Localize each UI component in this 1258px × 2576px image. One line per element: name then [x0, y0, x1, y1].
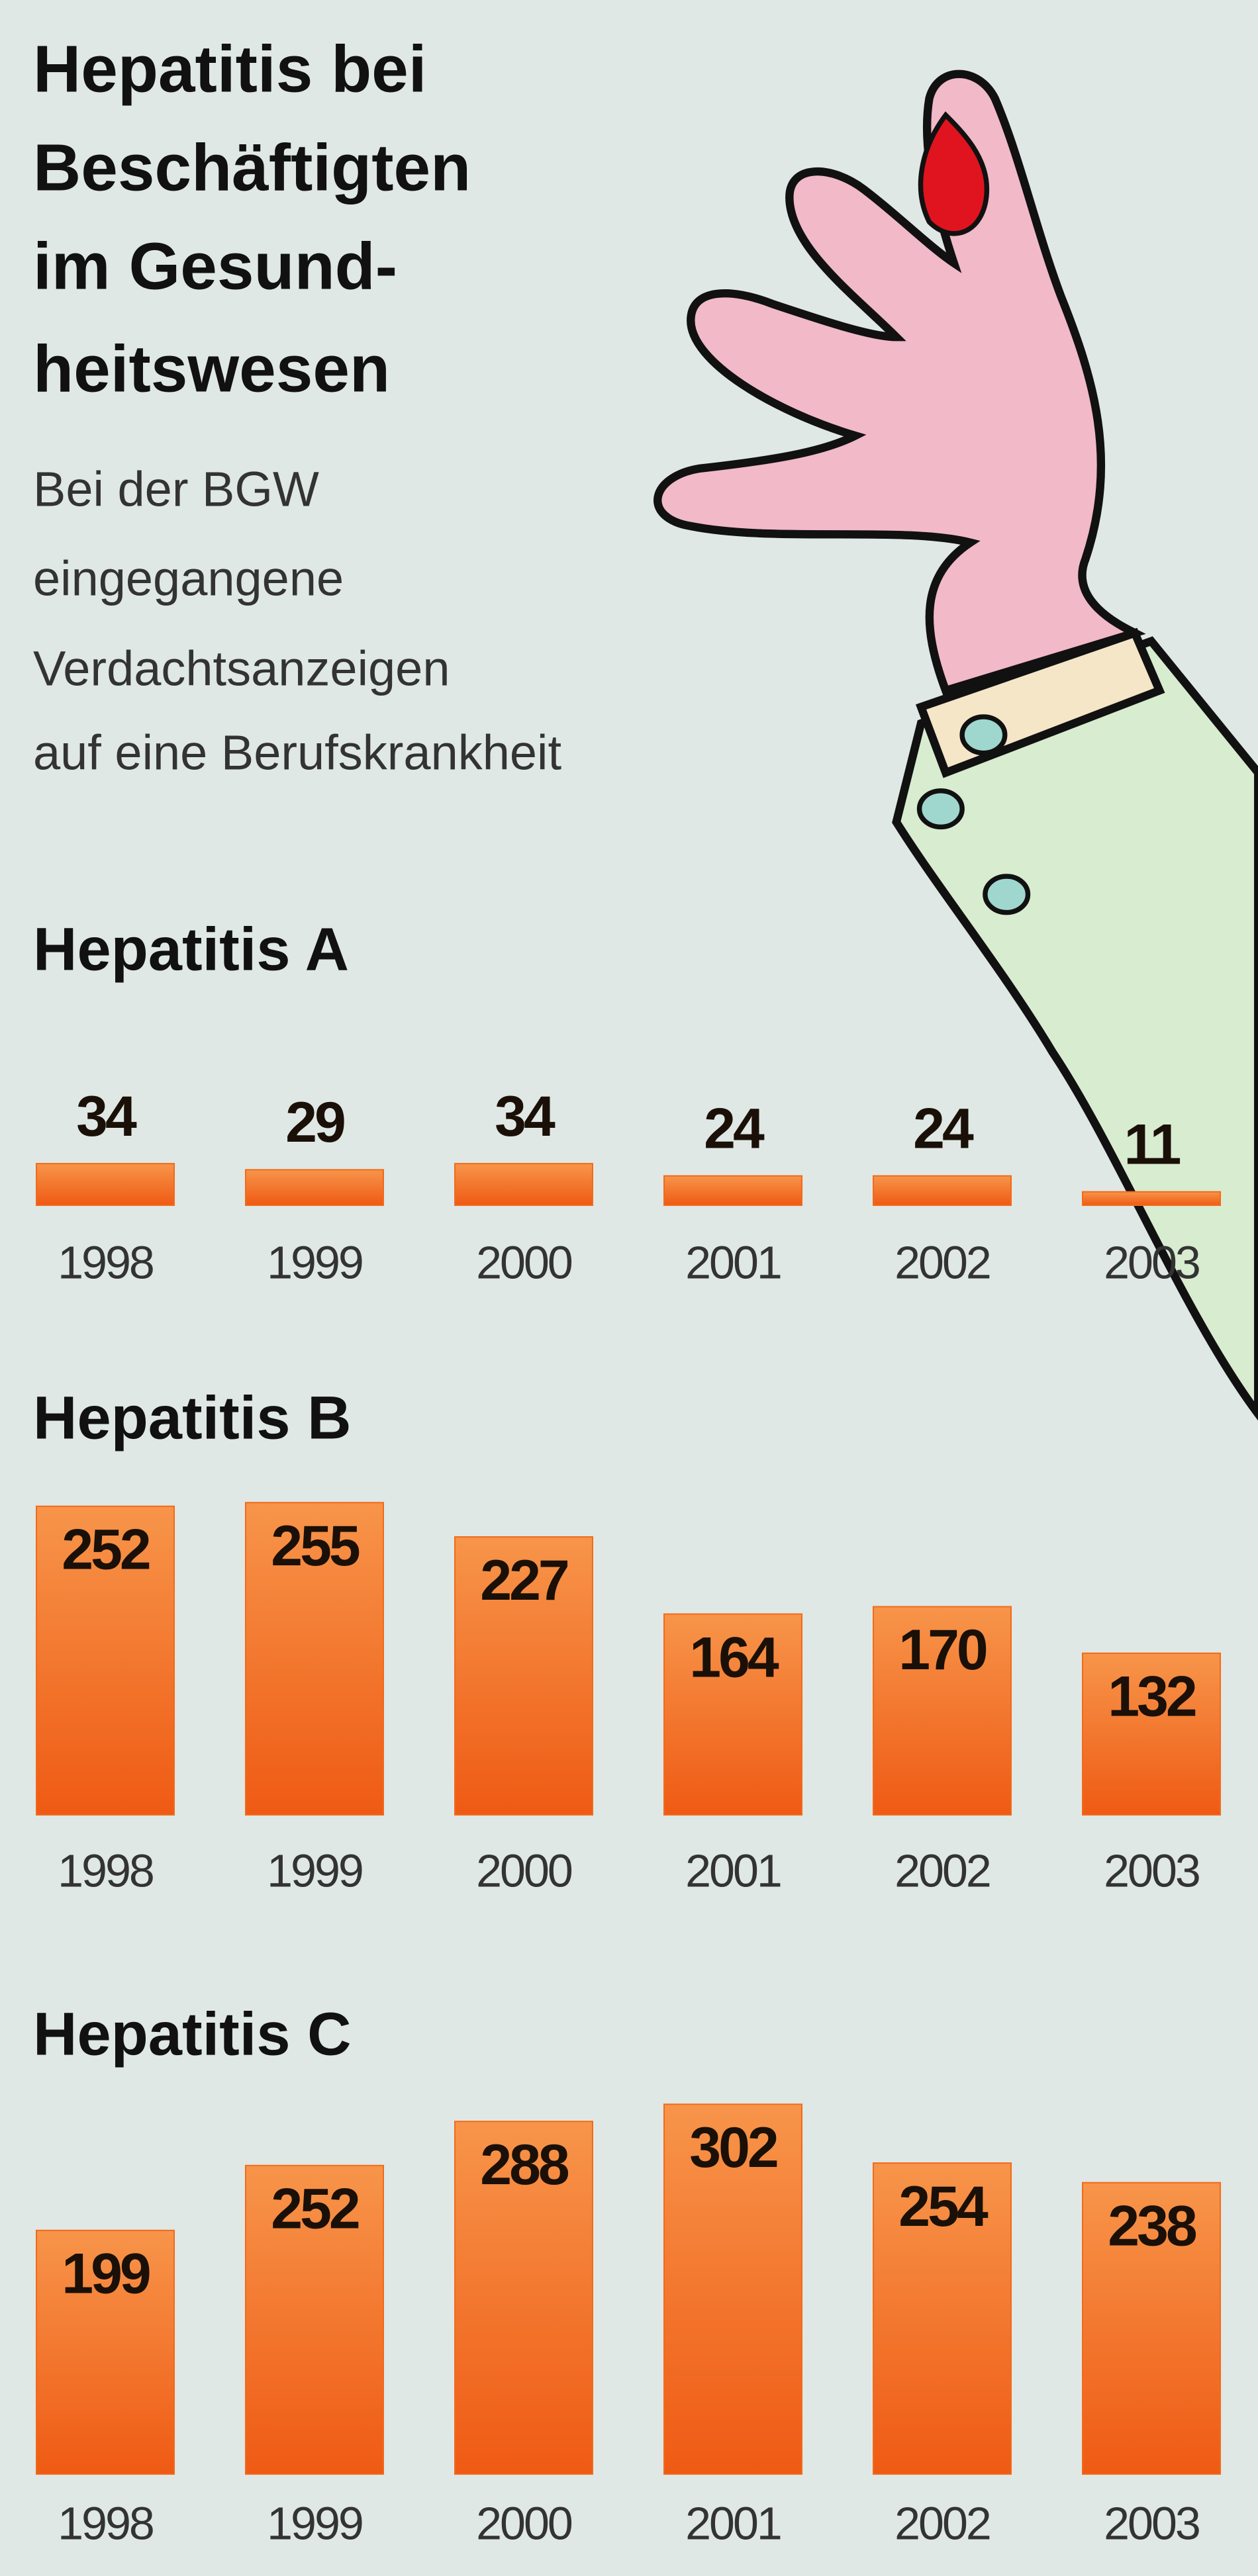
- bar: [663, 1175, 802, 1206]
- bar: [245, 1502, 384, 1816]
- bar: [36, 2229, 175, 2475]
- title-line: Hepatitis bei: [33, 32, 427, 106]
- x-tick-label: 1998: [58, 2497, 153, 2549]
- chart-heading: Hepatitis A: [33, 915, 349, 983]
- value-label: 170: [898, 1618, 987, 1682]
- value-label: 164: [689, 1626, 779, 1689]
- value-label: 254: [898, 2175, 989, 2238]
- bar: [873, 2162, 1012, 2475]
- x-tick-label: 2002: [895, 2497, 990, 2549]
- title-line: im Gesund-: [33, 229, 397, 303]
- value-label: 302: [689, 2116, 777, 2180]
- x-tick-label: 2003: [1104, 2497, 1199, 2549]
- x-tick-label: 2003: [1104, 1236, 1199, 1288]
- bar: [1082, 2182, 1221, 2475]
- subtitle-line: Bei der BGW: [33, 462, 319, 517]
- hand-illustration: [653, 69, 1258, 1421]
- x-tick-label: 1998: [58, 1845, 153, 1896]
- value-label: 24: [913, 1097, 974, 1160]
- bar: [1082, 1652, 1221, 1816]
- x-tick-label: 1999: [267, 2497, 362, 2549]
- value-label: 24: [704, 1097, 765, 1160]
- x-tick-label: 2000: [476, 1845, 572, 1896]
- x-tick-label: 2002: [895, 1236, 990, 1288]
- bar: [454, 2121, 593, 2475]
- bar: [245, 2164, 384, 2475]
- title-line: Beschäftigten: [33, 130, 471, 205]
- x-tick-label: 2001: [685, 1236, 781, 1288]
- x-tick-label: 2000: [476, 1236, 572, 1288]
- bar: [454, 1536, 593, 1816]
- bar: [1082, 1191, 1221, 1207]
- x-tick-label: 2000: [476, 2497, 572, 2549]
- value-label: 238: [1108, 2194, 1196, 2258]
- bar: [454, 1163, 593, 1206]
- x-tick-label: 2002: [895, 1845, 990, 1896]
- x-tick-label: 1998: [58, 1236, 153, 1288]
- subtitle-line: auf eine Berufskrankheit: [33, 725, 561, 780]
- chart-heading: Hepatitis C: [33, 2000, 352, 2068]
- x-tick-label: 2001: [685, 2497, 781, 2549]
- value-label: 199: [62, 2242, 150, 2306]
- x-tick-label: 2003: [1104, 1845, 1199, 1896]
- x-tick-label: 1999: [267, 1236, 362, 1288]
- value-label: 288: [480, 2133, 569, 2197]
- x-tick-label: 2001: [685, 1845, 781, 1896]
- value-label: 255: [271, 1514, 360, 1578]
- bar: [873, 1606, 1012, 1816]
- title-line: heitswesen: [33, 332, 390, 406]
- value-label: 34: [495, 1085, 556, 1148]
- value-label: 252: [62, 1518, 150, 1582]
- x-tick-label: 1999: [267, 1845, 362, 1896]
- value-label: 252: [271, 2178, 359, 2241]
- value-label: 34: [76, 1085, 137, 1148]
- bar: [873, 1175, 1012, 1206]
- bar: [663, 2103, 802, 2475]
- value-label: 227: [480, 1549, 568, 1612]
- bar: [663, 1613, 802, 1816]
- subtitle-line: Verdachtsanzeigen: [33, 641, 450, 696]
- value-label: 132: [1108, 1665, 1196, 1729]
- value-label: 29: [285, 1091, 344, 1154]
- value-label: 11: [1124, 1113, 1181, 1176]
- subtitle-line: eingegangene: [33, 551, 344, 606]
- bar: [36, 1505, 175, 1816]
- bar: [36, 1163, 175, 1206]
- bar: [245, 1169, 384, 1206]
- chart-heading: Hepatitis B: [33, 1384, 352, 1451]
